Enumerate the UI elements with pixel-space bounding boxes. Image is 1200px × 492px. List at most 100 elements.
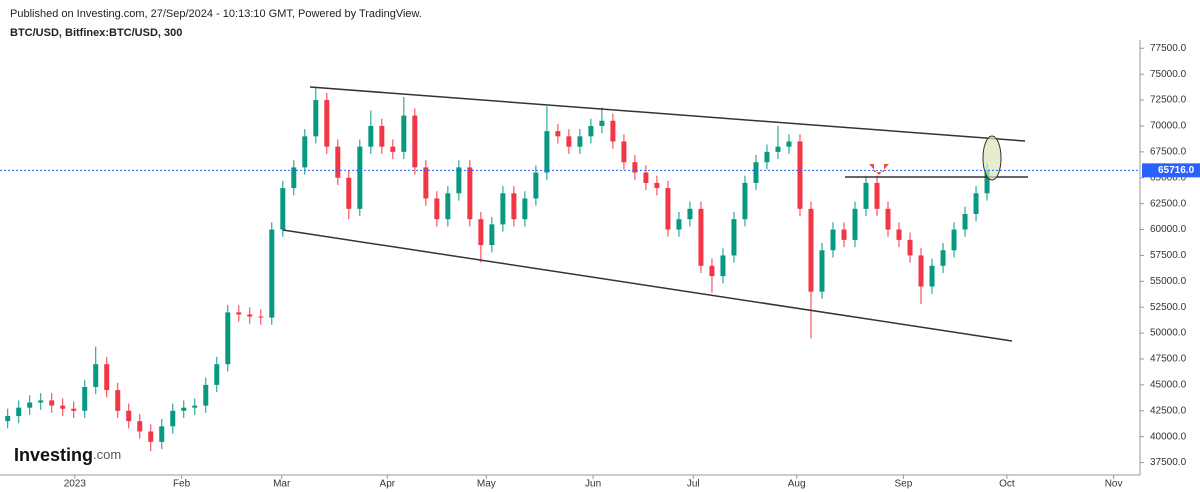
candle-body — [467, 167, 473, 220]
candle-body — [863, 182, 869, 209]
logo-brand: Investing — [14, 445, 93, 465]
y-tick-label: 70000.0 — [1150, 121, 1187, 132]
y-tick-label: 40000.0 — [1150, 431, 1187, 442]
candle-body — [346, 177, 352, 209]
candle-body — [280, 188, 286, 230]
logo-suffix: .com — [93, 447, 121, 462]
candle-body — [500, 193, 506, 225]
candle-body — [412, 115, 418, 168]
y-tick-label: 47500.0 — [1150, 354, 1187, 365]
candle-body — [269, 229, 275, 318]
y-tick-label: 75000.0 — [1150, 69, 1187, 80]
candle-body — [632, 162, 638, 173]
candle-body — [742, 182, 748, 220]
candle-body — [775, 146, 781, 152]
candle-body — [654, 182, 660, 189]
candle-body — [577, 136, 583, 147]
y-tick-label: 67500.0 — [1150, 146, 1187, 157]
candle-body — [5, 415, 11, 422]
y-tick-label: 77500.0 — [1150, 43, 1187, 54]
x-tick-label: 2023 — [64, 479, 87, 490]
candle-body — [753, 162, 759, 183]
candle-body — [841, 229, 847, 240]
x-tick-label: Sep — [895, 479, 913, 490]
x-tick-label: Aug — [788, 479, 806, 490]
candle-body — [335, 146, 341, 178]
marks — [5, 86, 990, 452]
y-tick-label: 60000.0 — [1150, 224, 1187, 235]
candle-body — [544, 131, 550, 173]
candle-body — [445, 193, 451, 220]
candle-body — [852, 208, 858, 240]
x-tick-label: Feb — [173, 479, 191, 490]
candle-body — [148, 431, 154, 442]
y-tick-label: 72500.0 — [1150, 95, 1187, 106]
candle-body — [456, 167, 462, 194]
candle-body — [93, 364, 99, 387]
x-tick-label: Jul — [687, 479, 700, 490]
candle-body — [258, 316, 264, 318]
y-tick-label: 55000.0 — [1150, 276, 1187, 287]
candle-body — [27, 402, 33, 408]
candle-body — [951, 229, 957, 251]
candle-body — [511, 193, 517, 220]
candle-body — [126, 410, 132, 422]
candle-body — [181, 407, 187, 411]
candle-body — [665, 188, 671, 230]
candle-body — [621, 141, 627, 163]
candle-body — [687, 208, 693, 220]
candle-body — [874, 182, 880, 209]
x-tick-label: Mar — [273, 479, 291, 490]
candle-body — [291, 167, 297, 189]
published-note: Published on Investing.com, 27/Sep/2024 … — [10, 8, 422, 20]
breakout-ellipse — [982, 135, 1002, 181]
candle-body — [973, 193, 979, 214]
y-tick-label: 42500.0 — [1150, 405, 1187, 416]
y-tick-label: 37500.0 — [1150, 457, 1187, 468]
candle-body — [764, 151, 770, 163]
candle-body — [60, 405, 66, 409]
candle-body — [797, 141, 803, 209]
candle-body — [709, 265, 715, 277]
candle-body — [379, 125, 385, 147]
candle-body — [588, 125, 594, 137]
x-tick-label: Oct — [999, 479, 1015, 490]
candle-body — [302, 136, 308, 168]
logo: Investing.com — [14, 445, 121, 465]
candle-body — [643, 172, 649, 183]
candle-body — [225, 312, 231, 365]
candle-body — [16, 407, 22, 416]
candle-body — [324, 100, 330, 147]
candle-body — [819, 250, 825, 292]
x-tick-label: Apr — [380, 479, 396, 490]
candle-body — [137, 421, 143, 432]
candle-body — [555, 131, 561, 137]
candle-body — [676, 219, 682, 230]
x-tick-label: Nov — [1105, 479, 1123, 490]
candle-body — [401, 115, 407, 152]
candle-body — [896, 229, 902, 240]
candle-body — [984, 170, 990, 194]
candle-body — [918, 255, 924, 287]
candle-body — [489, 224, 495, 246]
y-tick-label: 45000.0 — [1150, 380, 1187, 391]
candle-body — [522, 198, 528, 220]
candle-body — [357, 146, 363, 209]
candle-body — [390, 146, 396, 152]
candle-body — [38, 400, 44, 403]
y-tick-label: 52500.0 — [1150, 302, 1187, 313]
candle-body — [720, 255, 726, 277]
candle-body — [82, 386, 88, 411]
candle-body — [71, 408, 77, 411]
candle-body — [478, 219, 484, 246]
candle-body — [533, 172, 539, 199]
candle-body — [159, 426, 165, 442]
x-tick-label: Jun — [585, 479, 601, 490]
candle-body — [962, 214, 968, 230]
candle-body — [566, 136, 572, 147]
upper-trendline — [309, 86, 1026, 142]
arrow-marker — [869, 164, 889, 175]
candle-body — [104, 364, 110, 391]
